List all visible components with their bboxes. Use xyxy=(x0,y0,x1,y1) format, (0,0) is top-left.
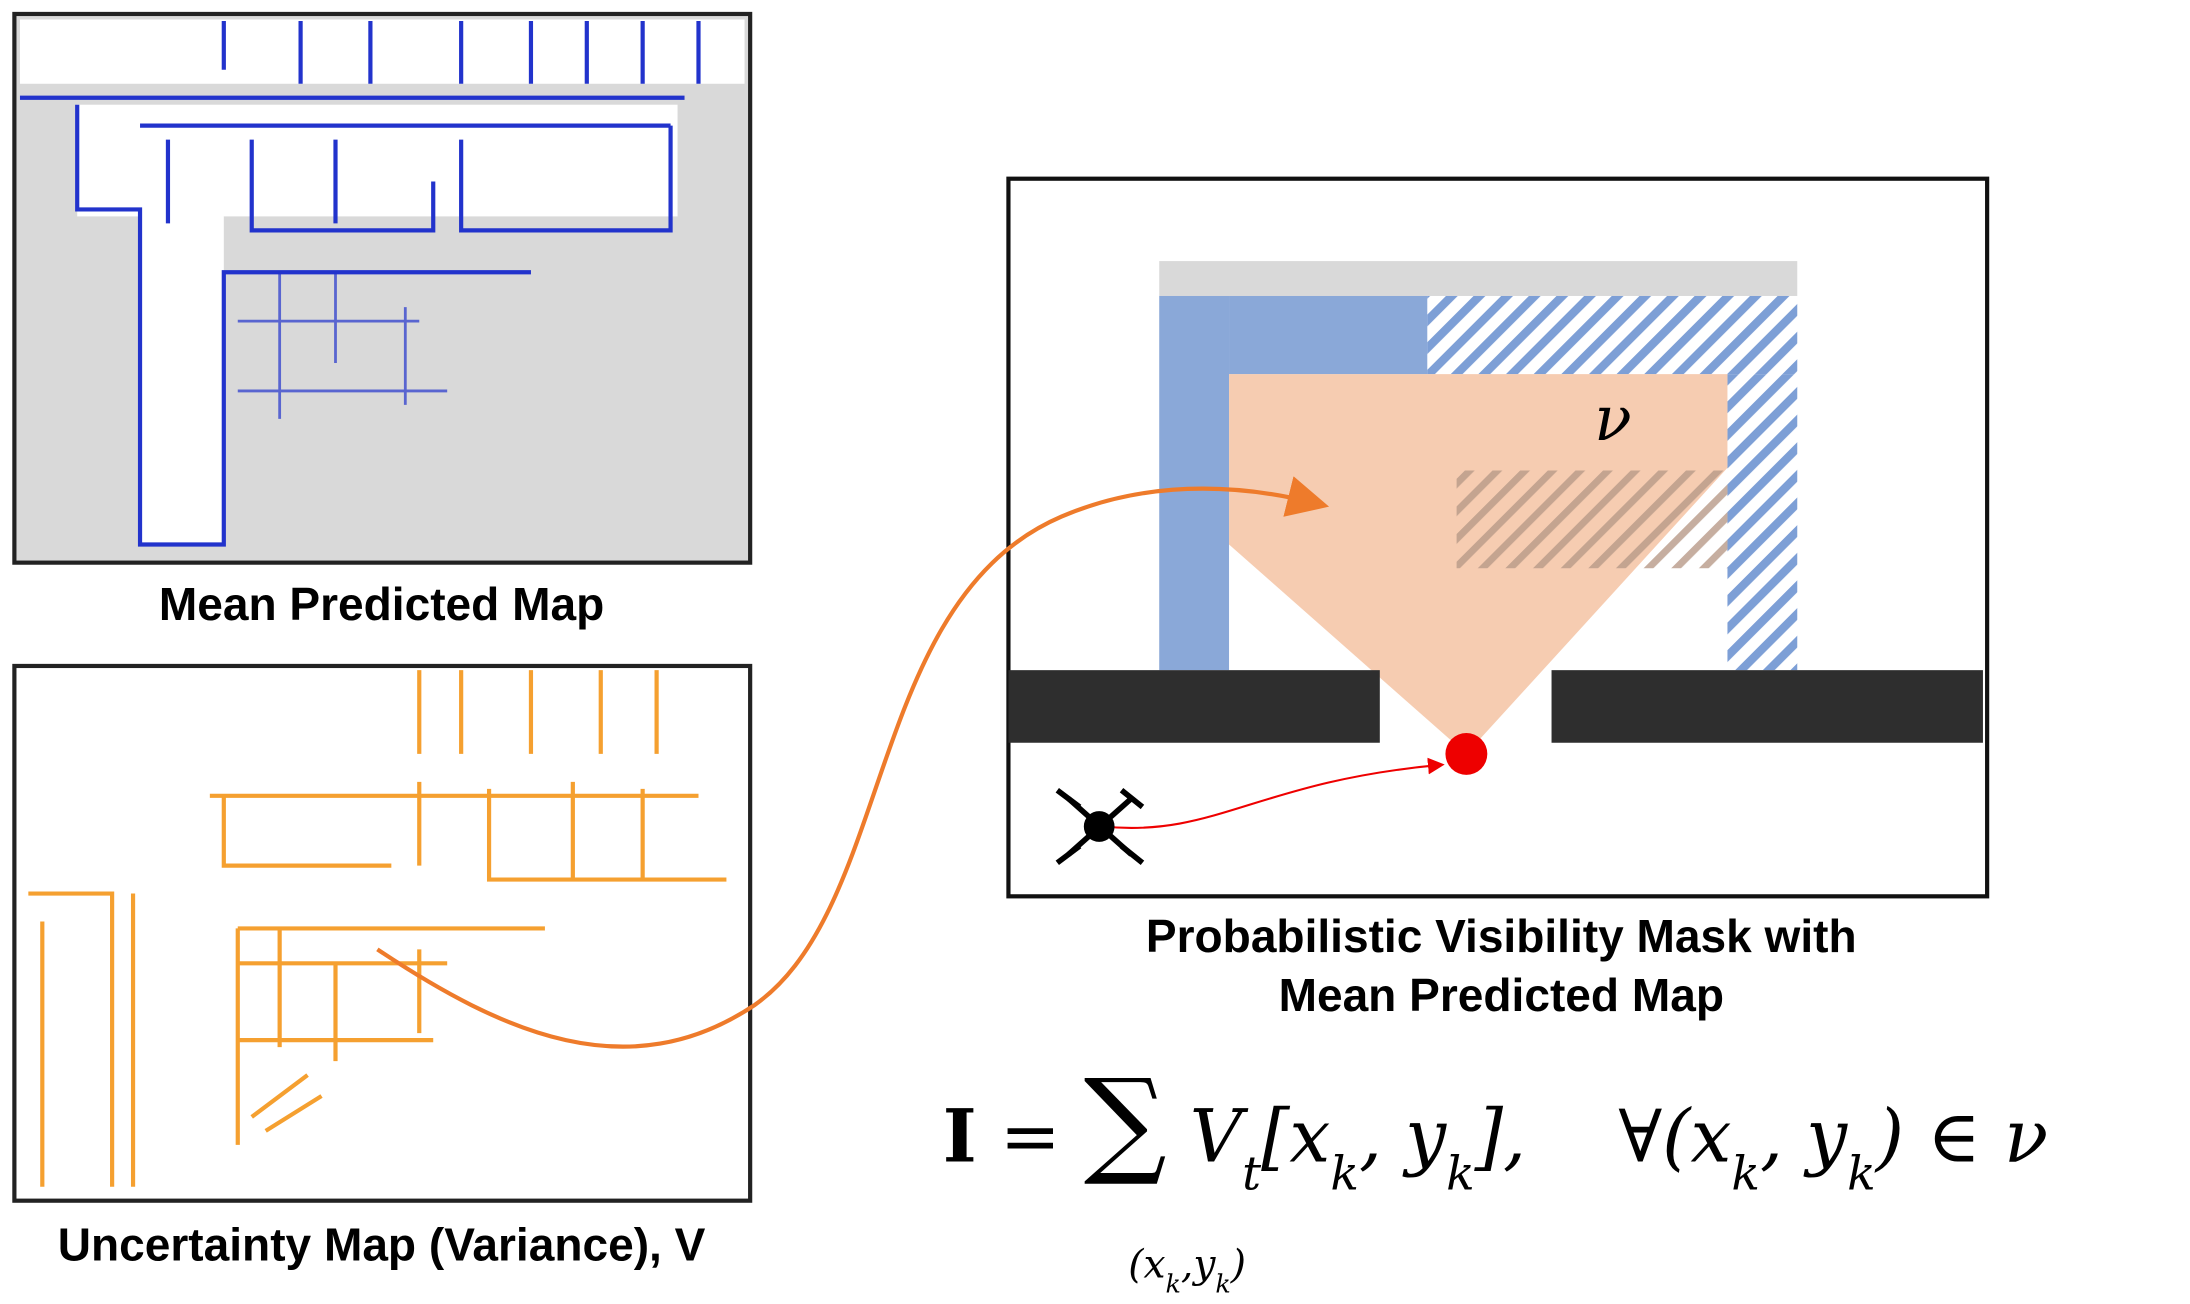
visibility-panel xyxy=(1006,176,1990,899)
subscript: k xyxy=(1215,1268,1230,1298)
subscript: t xyxy=(1242,1146,1262,1201)
subscript: k xyxy=(1330,1146,1359,1201)
region-label: ν xyxy=(1594,384,1631,455)
subscript: k xyxy=(1446,1146,1475,1201)
math-text: [x xyxy=(1261,1096,1330,1180)
math-text: V xyxy=(1167,1096,1249,1180)
math-text: ,y xyxy=(1181,1242,1216,1287)
mean-map xyxy=(12,11,753,565)
uncertainty-map xyxy=(12,663,753,1203)
math-text: = xyxy=(977,1096,1084,1180)
sum-index: (xk,yk) xyxy=(1128,1242,1246,1298)
math-text: (x xyxy=(1128,1242,1165,1287)
math-text: ∑ xyxy=(1084,1055,1167,1190)
math-text: ) xyxy=(1230,1242,1246,1287)
subscript: k xyxy=(1847,1146,1876,1201)
subscript: k xyxy=(1731,1146,1760,1201)
caption: Mean Predicted Map xyxy=(159,578,604,630)
caption: Probabilistic Visibility Mask with xyxy=(1146,910,1857,962)
math-text: , y xyxy=(1359,1096,1447,1180)
math-text: I xyxy=(943,1095,977,1180)
math-text: ) ∈ ν xyxy=(1874,1096,2048,1180)
formula: I = ∑ Vt[xk, yk], ∀(xk, yk) ∈ ν xyxy=(943,1055,2048,1201)
math-text: , y xyxy=(1760,1096,1848,1180)
caption: Mean Predicted Map xyxy=(1279,969,1724,1021)
math-text: ], ∀(x xyxy=(1474,1096,1732,1180)
subscript: k xyxy=(1166,1268,1181,1298)
caption: Uncertainty Map (Variance), V xyxy=(58,1219,706,1271)
